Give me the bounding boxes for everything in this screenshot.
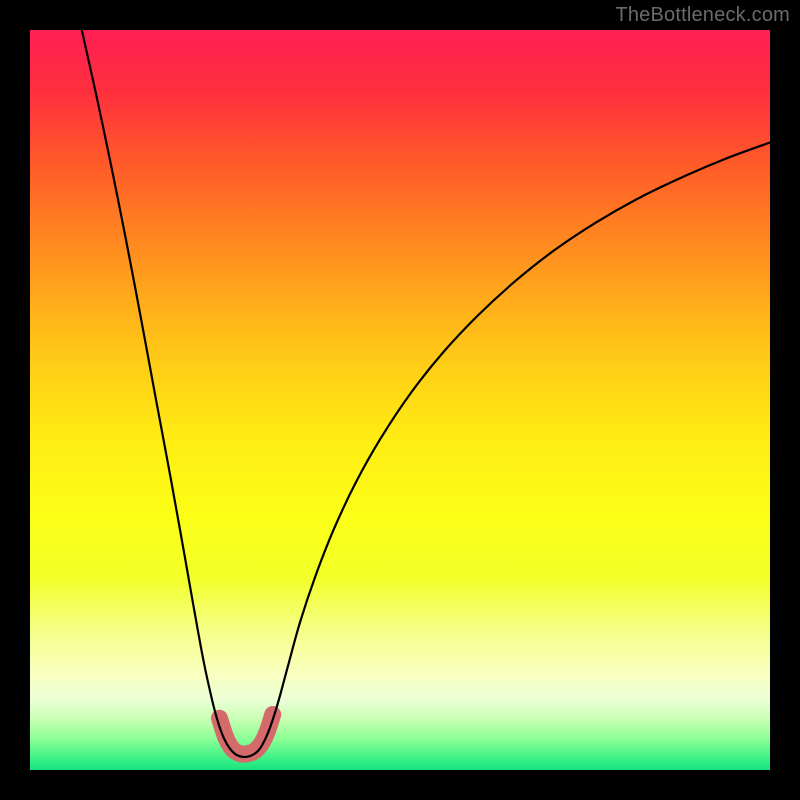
watermark-text: TheBottleneck.com — [615, 4, 790, 27]
chart-container: TheBottleneck.com — [0, 0, 800, 800]
bottleneck-chart — [0, 0, 800, 800]
plot-background — [30, 30, 770, 770]
